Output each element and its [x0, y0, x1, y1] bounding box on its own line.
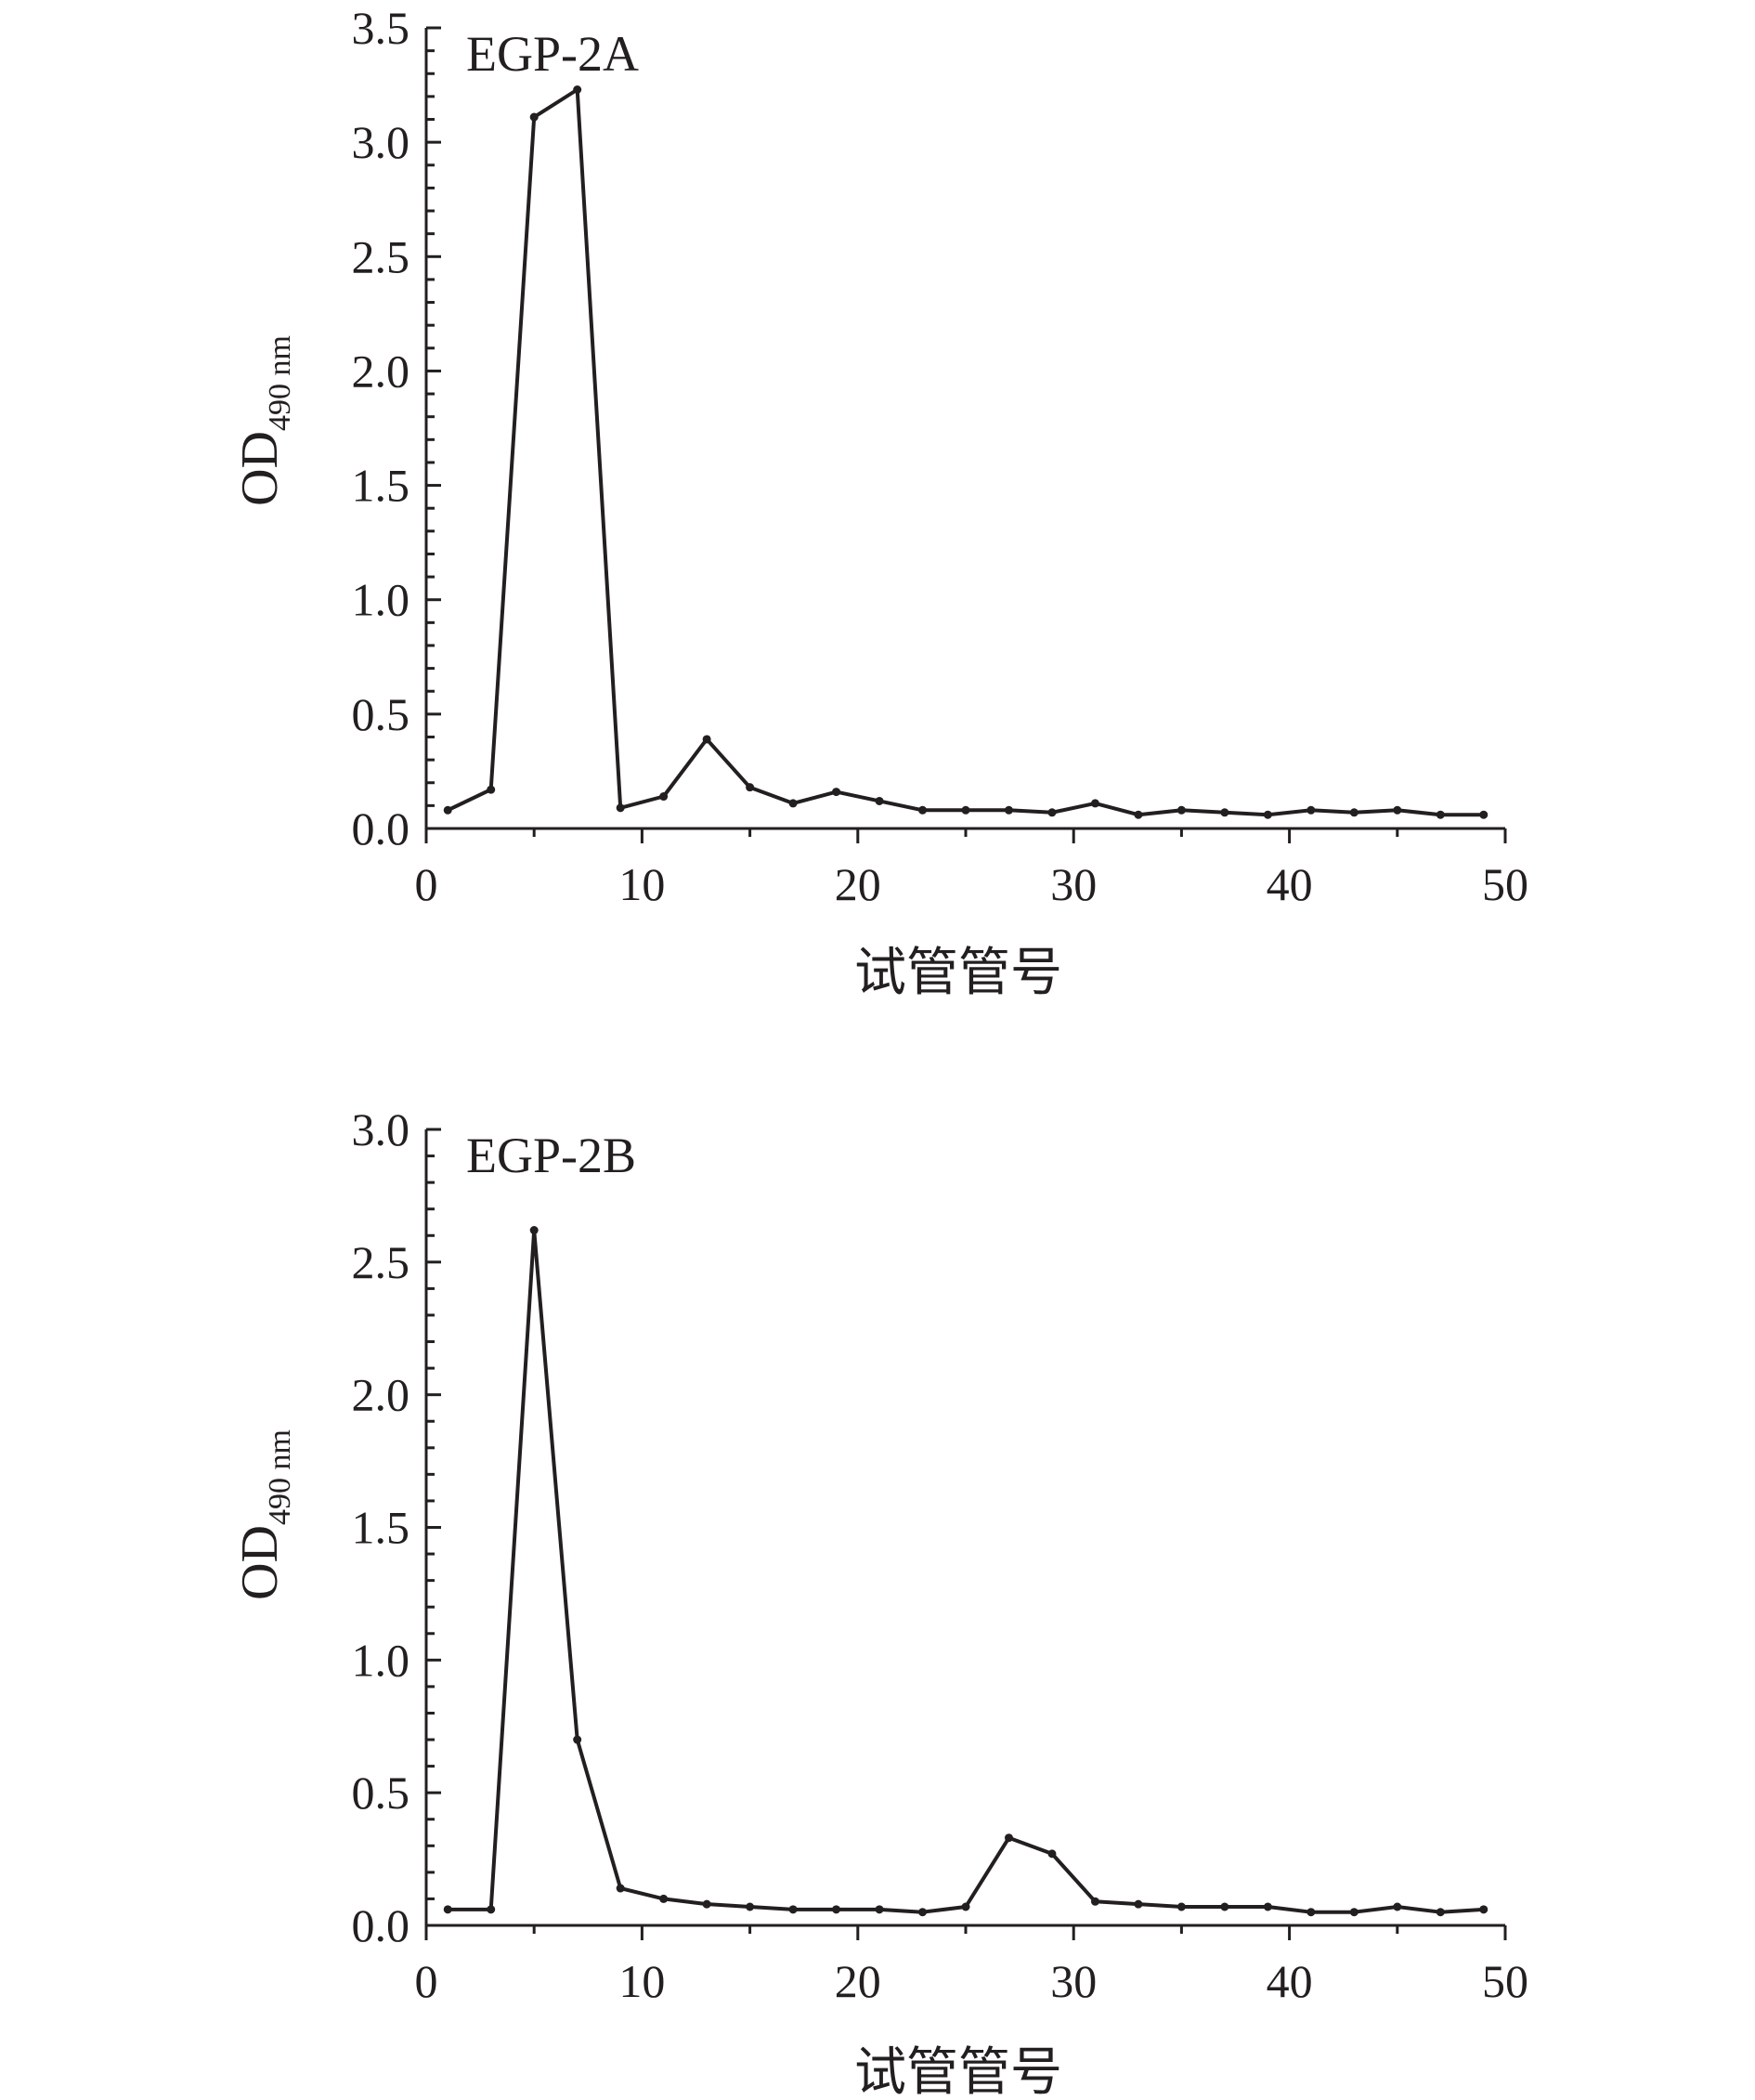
x-tick-label: 0 — [415, 858, 438, 910]
data-point — [1176, 805, 1186, 815]
y-tick-label: 3.0 — [352, 116, 410, 168]
data-point — [788, 799, 798, 808]
data-point — [529, 112, 539, 122]
x-axis-title: 试管管号 — [854, 943, 1062, 1003]
data-point — [1220, 1902, 1229, 1911]
x-tick-label: 40 — [1267, 858, 1313, 910]
data-point — [529, 1226, 539, 1235]
data-point — [1176, 1902, 1186, 1911]
data-point — [1263, 1902, 1272, 1911]
data-point — [659, 792, 669, 802]
data-point — [1220, 808, 1229, 817]
data-point — [1436, 1908, 1445, 1917]
chart-title: EGP-2A — [466, 26, 639, 82]
y-tick-label: 1.0 — [352, 574, 410, 626]
series-line — [447, 87, 1484, 817]
data-point — [616, 803, 625, 813]
y-axis-title-main: OD — [231, 1525, 289, 1600]
y-tick-label: 2.0 — [352, 1369, 410, 1421]
x-tick-label: 50 — [1482, 858, 1528, 910]
data-point — [1134, 810, 1143, 819]
x-tick-label: 0 — [415, 1955, 438, 2007]
chart-title: EGP-2B — [466, 1128, 636, 1183]
y-tick-label: 2.5 — [352, 230, 410, 282]
data-point — [1393, 1902, 1402, 1911]
data-point — [1393, 805, 1402, 815]
y-tick-label: 1.0 — [352, 1634, 410, 1686]
x-tick-label: 20 — [835, 1955, 881, 2007]
data-point — [746, 783, 755, 792]
y-axis-title-main: OD — [231, 431, 289, 506]
y-tick-label: 2.0 — [352, 345, 410, 397]
data-point — [1134, 1899, 1143, 1909]
data-point — [1090, 1897, 1099, 1906]
data-point — [1090, 799, 1099, 808]
x-tick-label: 20 — [835, 858, 881, 910]
data-point — [1306, 1908, 1316, 1917]
data-point — [659, 1894, 669, 1903]
data-point — [573, 1735, 582, 1744]
y-tick-label: 1.5 — [352, 460, 410, 512]
x-tick-label: 10 — [618, 858, 665, 910]
x-tick-label: 30 — [1050, 858, 1097, 910]
data-point — [487, 785, 496, 794]
y-tick-label: 3.5 — [352, 2, 410, 54]
data-point — [443, 1905, 452, 1914]
data-point — [573, 85, 582, 94]
data-point — [746, 1902, 755, 1911]
y-axis-title-subscript: 490 nm — [263, 1429, 297, 1525]
x-tick-label: 30 — [1050, 1955, 1097, 2007]
data-point — [487, 1905, 496, 1914]
data-point — [1004, 1833, 1013, 1843]
chart-egp-2b: EGP-2B OD490 nm 试管管号 0.0 0.5 1.0 1.5 2.0 2.5 3… — [231, 1103, 1528, 2100]
data-point — [1479, 1905, 1488, 1914]
x-tick-label: 50 — [1482, 1955, 1528, 2007]
data-point — [616, 1884, 625, 1893]
data-point — [1349, 808, 1358, 817]
data-point — [702, 1899, 711, 1909]
data-point — [1479, 810, 1488, 819]
y-axis-title: OD490 nm — [231, 1429, 297, 1600]
data-point — [832, 1905, 841, 1914]
data-point — [832, 788, 841, 797]
y-tick-label: 0.0 — [352, 1899, 410, 1951]
x-tick-label: 10 — [618, 1955, 665, 2007]
data-point — [1047, 1849, 1057, 1859]
y-tick-label: 3.0 — [352, 1103, 410, 1155]
y-tick-label: 2.5 — [352, 1236, 410, 1288]
data-point — [875, 796, 884, 805]
series-line — [448, 1228, 1484, 1914]
y-axis-title: OD490 nm — [231, 335, 297, 506]
y-tick-label: 0.5 — [352, 688, 410, 740]
chart-egp-2a: EGP-2A OD490 nm 试管管号 0.0 0.5 1.0 1.5 2.0 2.5 3… — [231, 2, 1528, 1003]
data-point — [702, 735, 711, 744]
data-point — [788, 1905, 798, 1914]
data-point — [1436, 810, 1445, 819]
data-point — [443, 805, 452, 815]
x-axis-title: 试管管号 — [854, 2042, 1062, 2100]
y-tick-label: 0.0 — [352, 802, 410, 854]
y-tick-label: 0.5 — [352, 1767, 410, 1819]
data-point — [961, 805, 970, 815]
data-point — [961, 1902, 970, 1911]
y-tick-label: 1.5 — [352, 1502, 410, 1554]
y-axis-title-subscript: 490 nm — [263, 335, 297, 431]
data-point — [1004, 805, 1013, 815]
data-point — [875, 1905, 884, 1914]
data-point — [918, 805, 928, 815]
data-point — [1306, 805, 1316, 815]
data-point — [1047, 808, 1057, 817]
data-point — [1263, 810, 1272, 819]
x-tick-label: 40 — [1267, 1955, 1313, 2007]
data-point — [918, 1908, 928, 1917]
data-point — [1349, 1908, 1358, 1917]
